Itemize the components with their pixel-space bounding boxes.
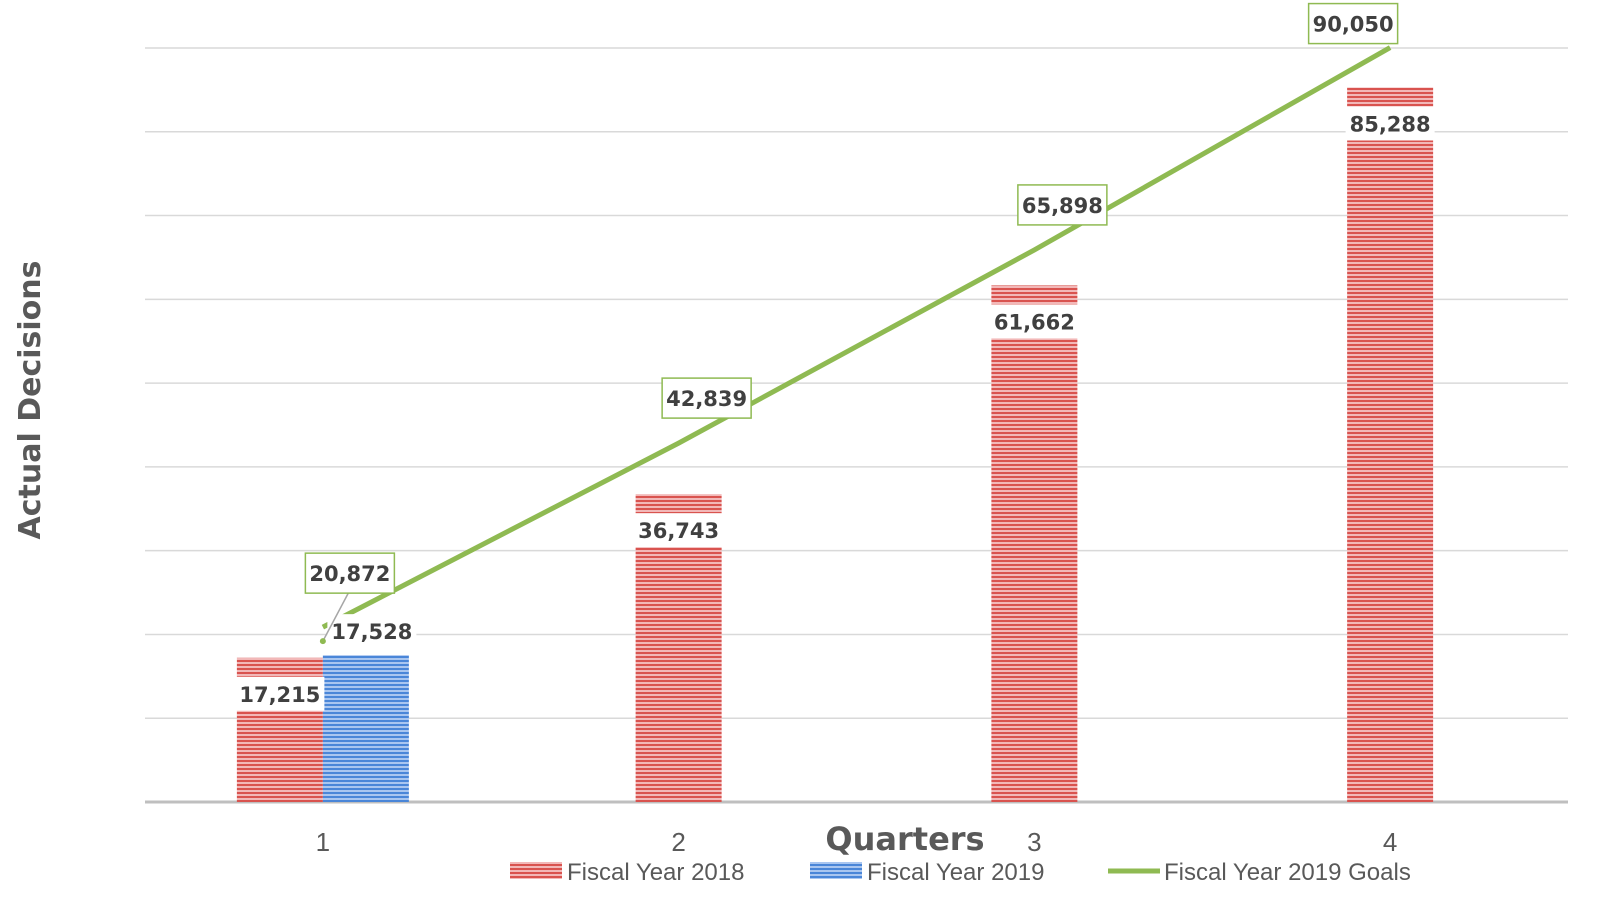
legend-swatch-fy2018 [510, 862, 562, 879]
x-tick-label-2: 2 [671, 827, 685, 857]
bar-fy2019-q1 [322, 655, 409, 802]
legend: Fiscal Year 2018 Fiscal Year 2019 Fiscal… [510, 859, 1411, 886]
legend-label-fy2019-goals: Fiscal Year 2019 Goals [1164, 859, 1411, 886]
data-label-goal-q3-box [1017, 184, 1108, 226]
data-label-fy2019-q1-bg [327, 614, 417, 649]
data-label-fy2018-q4: 85,288 [1350, 112, 1431, 136]
data-label-fy2018-q3-bg [989, 304, 1079, 339]
data-label-fy2018-q2-bg [634, 513, 724, 548]
data-label-goal-q4: 90,050 [1313, 13, 1394, 37]
data-label-goal-q1-box [304, 552, 396, 594]
data-labels: 17,215 17,528 36,743 61,662 85,288 20,872 42,8… [235, 2, 1435, 711]
bar-fy2018-q4 [1347, 87, 1434, 803]
legend-item-fy2019: Fiscal Year 2019 [810, 859, 1044, 886]
goal-line [321, 45, 1392, 630]
data-label-fy2018-q1-bg [235, 676, 325, 711]
data-label-goal-q2: 42,839 [666, 387, 747, 411]
legend-swatch-fy2019 [810, 862, 862, 879]
data-label-fy2019-q1: 17,528 [331, 620, 412, 644]
data-label-fy2018-q4-bg [1345, 106, 1435, 141]
data-label-fy2018-q1: 17,215 [239, 683, 320, 707]
y-axis-title: Actual Decisions [13, 261, 48, 540]
bar-fy2018-q3 [991, 285, 1078, 803]
data-label-goal-q4-box [1307, 2, 1399, 45]
data-label-goal-q3: 65,898 [1022, 194, 1103, 218]
legend-label-fy2018: Fiscal Year 2018 [567, 859, 744, 886]
leader-dot-goal-q1 [319, 638, 326, 645]
x-tick-label-1: 1 [316, 827, 330, 857]
data-label-goal-q1: 20,872 [309, 562, 390, 586]
bars [236, 87, 1434, 803]
data-label-fy2018-q3: 61,662 [994, 310, 1075, 334]
legend-item-fy2019-goals: Fiscal Year 2019 Goals [1108, 859, 1411, 886]
legend-label-fy2019: Fiscal Year 2019 [867, 859, 1044, 886]
leader-line-goal-q1 [322, 589, 351, 642]
goal-line-series [321, 45, 1392, 630]
x-axis-title: Quarters [825, 820, 984, 858]
data-label-fy2018-q2: 36,743 [638, 519, 719, 543]
legend-item-fy2018: Fiscal Year 2018 [510, 859, 744, 886]
x-tick-labels: 1 2 3 4 [316, 827, 1398, 857]
x-tick-label-3: 3 [1027, 827, 1041, 857]
x-tick-label-4: 4 [1383, 827, 1397, 857]
data-label-goal-q2-box [661, 377, 752, 419]
